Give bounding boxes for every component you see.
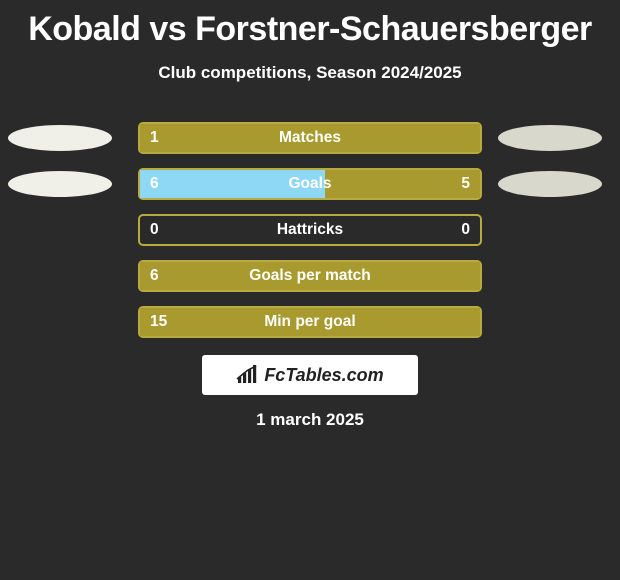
stat-row-goals: 6 5 Goals	[0, 166, 620, 212]
right-player-ellipse-icon	[498, 125, 602, 151]
stat-label: Min per goal	[138, 306, 482, 338]
logo-text: FcTables.com	[264, 365, 383, 386]
stat-label: Matches	[138, 122, 482, 154]
stat-row-goals-per-match: 6 Goals per match	[0, 258, 620, 304]
comparison-infographic: Kobald vs Forstner-Schauersberger Club c…	[0, 0, 620, 580]
stat-row-hattricks: 0 0 Hattricks	[0, 212, 620, 258]
stat-label: Goals per match	[138, 260, 482, 292]
stat-row-matches: 1 Matches	[0, 120, 620, 166]
page-subtitle: Club competitions, Season 2024/2025	[0, 63, 620, 83]
left-player-ellipse-icon	[8, 125, 112, 151]
bar-chart-icon	[236, 365, 260, 385]
stat-label: Hattricks	[138, 214, 482, 246]
footer-date: 1 march 2025	[0, 410, 620, 430]
stat-label: Goals	[138, 168, 482, 200]
left-player-ellipse-icon	[8, 171, 112, 197]
fctables-logo: FcTables.com	[202, 355, 418, 395]
chart-area: 1 Matches 6 5 Goals 0 0 Hat	[0, 120, 620, 350]
stat-row-min-per-goal: 15 Min per goal	[0, 304, 620, 350]
page-title: Kobald vs Forstner-Schauersberger	[0, 0, 620, 49]
right-player-ellipse-icon	[498, 171, 602, 197]
